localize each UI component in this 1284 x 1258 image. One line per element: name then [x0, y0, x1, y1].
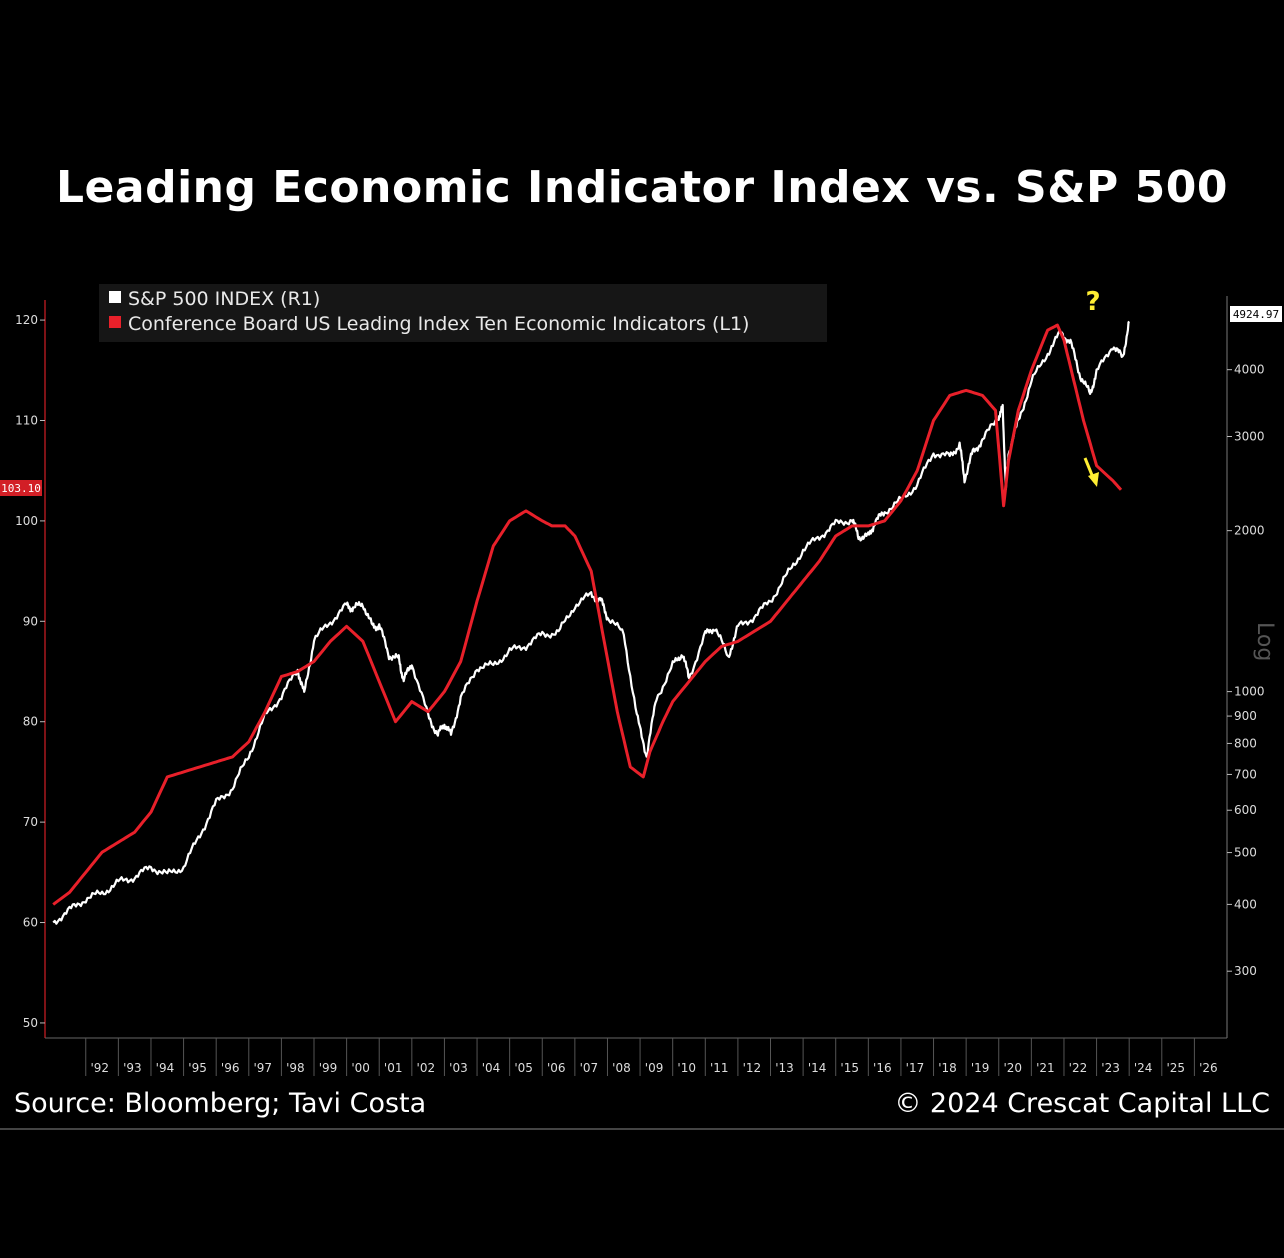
x-tick-label: '14 [808, 1061, 827, 1075]
x-tick-label: '13 [775, 1061, 794, 1075]
x-tick-label: '11 [710, 1061, 729, 1075]
x-tick-label: '03 [449, 1061, 468, 1075]
right-tick-label: 3000 [1234, 429, 1265, 443]
right-tick-label: 900 [1234, 709, 1257, 723]
x-tick-label: '21 [1036, 1061, 1055, 1075]
x-tick-label: '16 [873, 1061, 892, 1075]
x-tick-label: '22 [1069, 1061, 1088, 1075]
legend-label-sp500: S&P 500 INDEX (R1) [128, 288, 320, 310]
left-tick-label: 70 [23, 815, 38, 829]
x-tick-label: '12 [743, 1061, 762, 1075]
lei-series-line [52, 323, 1123, 906]
x-tick-label: '04 [482, 1061, 501, 1075]
x-tick-label: '26 [1199, 1061, 1218, 1075]
left-tick-label: 110 [15, 413, 38, 427]
x-tick-label: '20 [1003, 1061, 1022, 1075]
right-axis-ticks: 300 400 500 600 700 800 900 1000 2000 3000 4000 [1227, 363, 1265, 978]
sp500-series-line [52, 320, 1131, 925]
left-tick-label: 60 [23, 916, 38, 930]
left-current-value-label: 103.10 [1, 482, 41, 495]
x-tick-label: '23 [1101, 1061, 1120, 1075]
x-tick-label: '00 [351, 1061, 370, 1075]
x-tick-label: '96 [221, 1061, 240, 1075]
right-current-value-badge: 4924.97 [1230, 306, 1282, 322]
legend: S&P 500 INDEX (R1) Conference Board US L… [99, 284, 827, 342]
x-tick-label: '19 [971, 1061, 990, 1075]
series-layer [52, 320, 1131, 925]
right-tick-label: 4000 [1234, 363, 1265, 377]
right-current-value-label: 4924.97 [1233, 308, 1279, 321]
right-axis-scale-label: Log [1252, 622, 1277, 661]
right-tick-label: 300 [1234, 964, 1257, 978]
legend-swatch-sp500 [109, 291, 121, 303]
x-tick-label: '01 [384, 1061, 403, 1075]
left-tick-label: 120 [15, 313, 38, 327]
x-tick-label: '25 [1166, 1061, 1185, 1075]
left-tick-label: 50 [23, 1016, 38, 1030]
x-tick-label: '93 [123, 1061, 142, 1075]
right-tick-label: 800 [1234, 736, 1257, 750]
left-tick-label: 90 [23, 614, 38, 628]
right-tick-label: 600 [1234, 803, 1257, 817]
legend-background [99, 284, 827, 342]
question-mark-annotation: ? [1085, 287, 1100, 317]
footer-divider [0, 1128, 1284, 1130]
right-tick-label: 2000 [1234, 524, 1265, 538]
x-tick-label: '95 [188, 1061, 207, 1075]
right-tick-label: 1000 [1234, 685, 1265, 699]
x-tick-label: '10 [677, 1061, 696, 1075]
left-tick-label: 80 [23, 715, 38, 729]
legend-label-lei: Conference Board US Leading Index Ten Ec… [128, 313, 749, 335]
chart: 50 60 70 80 90 100 110 120 300 400 500 600 700 800 90… [0, 284, 1282, 1076]
chart-title: Leading Economic Indicator Index vs. S&P… [56, 162, 1228, 213]
right-tick-label: 700 [1234, 767, 1257, 781]
source-caption: Source: Bloomberg; Tavi Costa [14, 1088, 427, 1119]
left-tick-label: 100 [15, 514, 38, 528]
x-tick-label: '24 [1134, 1061, 1153, 1075]
x-tick-label: '98 [286, 1061, 305, 1075]
arrow-down-right-icon [1083, 457, 1099, 487]
x-tick-label: '97 [254, 1061, 273, 1075]
x-tick-label: '15 [840, 1061, 859, 1075]
x-tick-label: '05 [514, 1061, 533, 1075]
copyright-caption: © 2024 Crescat Capital LLC [894, 1088, 1270, 1119]
right-tick-label: 400 [1234, 897, 1257, 911]
x-tick-label: '08 [612, 1061, 631, 1075]
x-tick-label: '94 [156, 1061, 175, 1075]
x-tick-label: '92 [90, 1061, 109, 1075]
left-current-value-badge: 103.10 [0, 480, 42, 496]
right-tick-label: 500 [1234, 846, 1257, 860]
x-tick-label: '18 [938, 1061, 957, 1075]
x-tick-label: '09 [645, 1061, 664, 1075]
x-tick-label: '99 [319, 1061, 338, 1075]
x-tick-label: '06 [547, 1061, 566, 1075]
x-tick-label: '17 [906, 1061, 925, 1075]
x-tick-label: '07 [580, 1061, 599, 1075]
x-axis-ticks: '92 '93 '94 '95 '96 '97 '98 '99 '00 '01 '02 '03 '04 '… [85, 1038, 1218, 1076]
left-axis-ticks: 50 60 70 80 90 100 110 120 [15, 313, 45, 1030]
legend-swatch-lei [109, 316, 121, 328]
x-tick-label: '02 [417, 1061, 436, 1075]
